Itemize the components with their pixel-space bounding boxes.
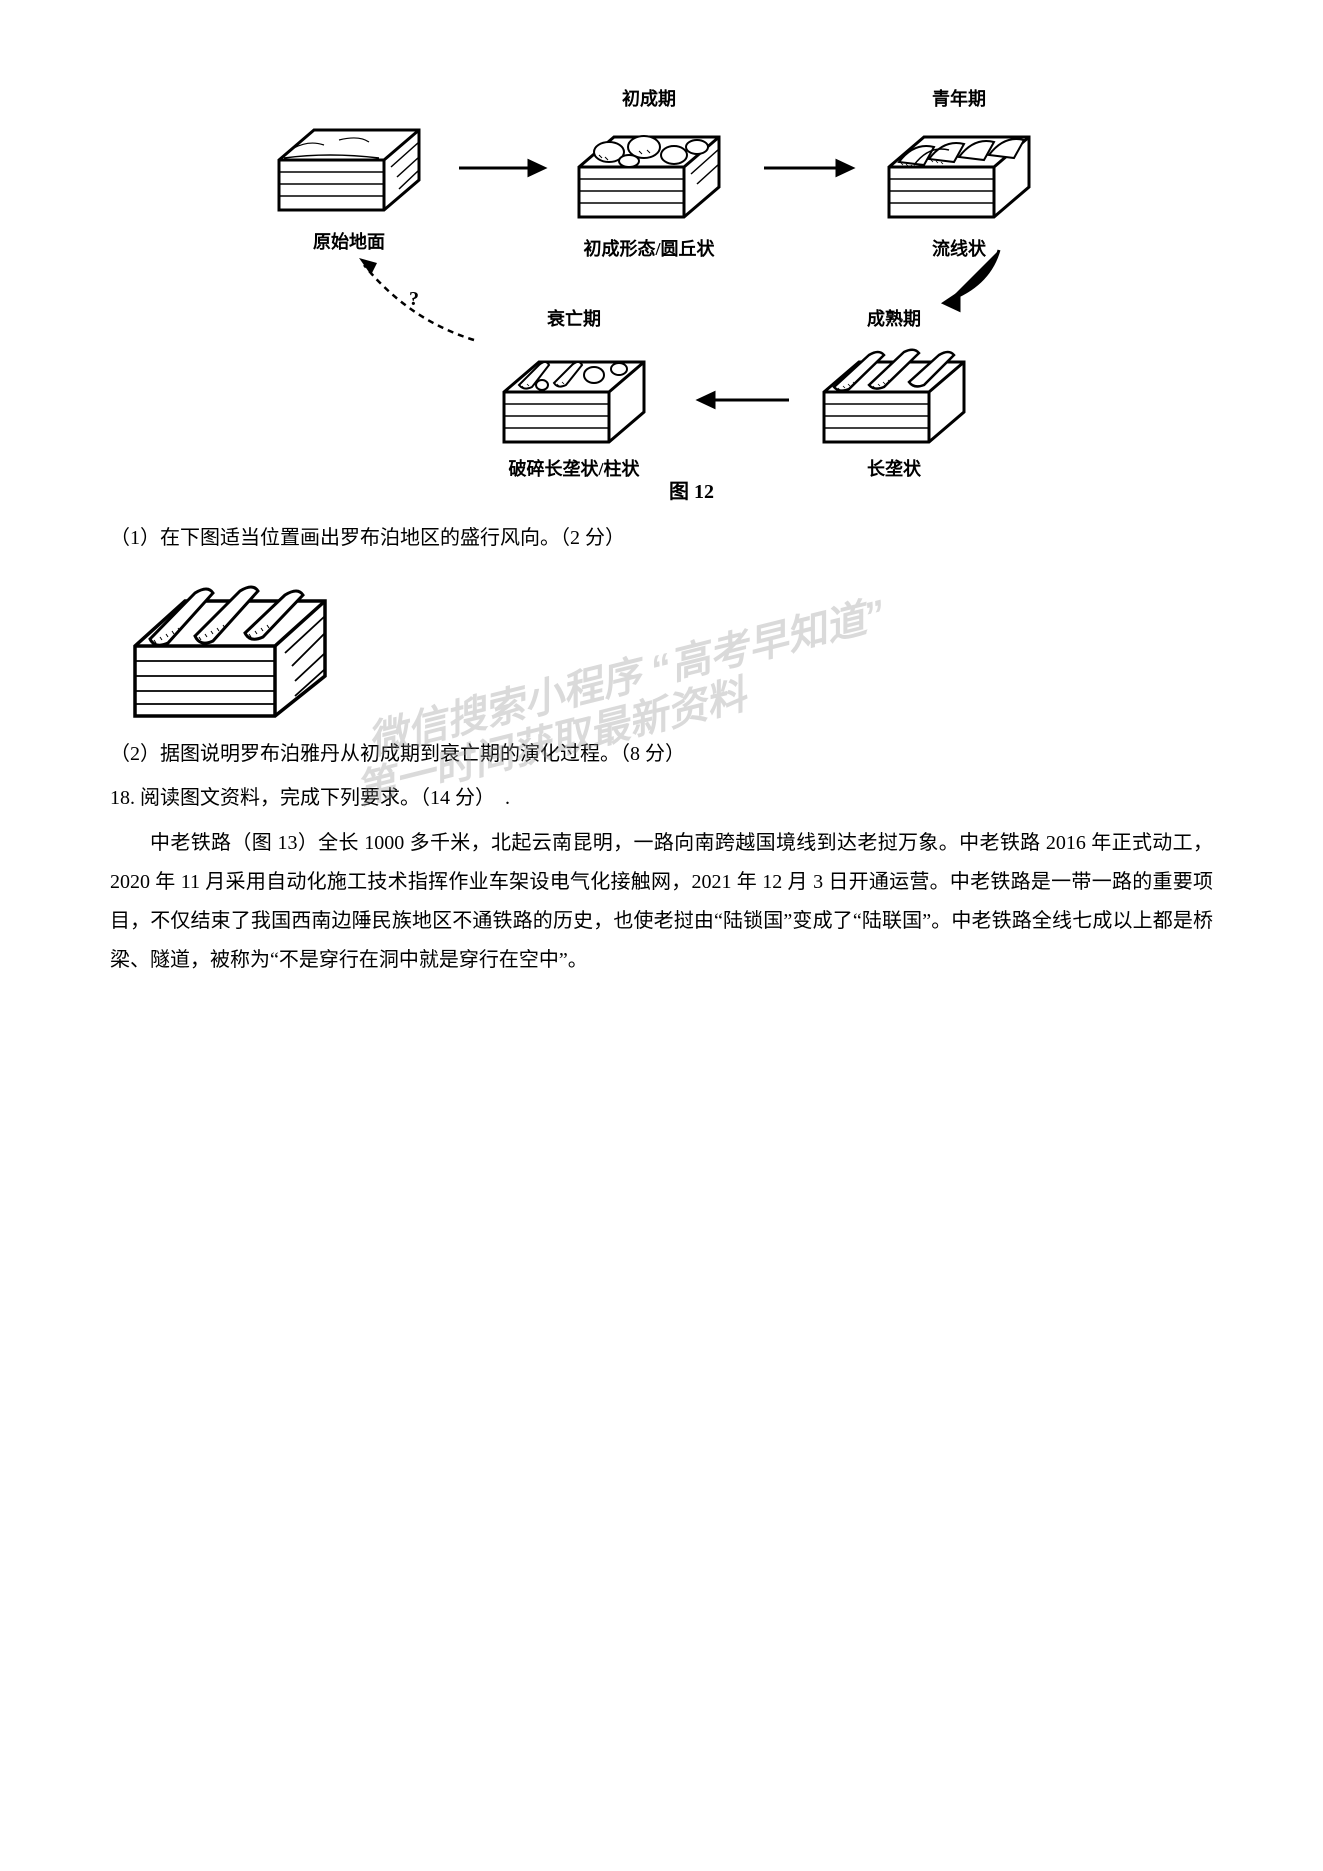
question-18-header: 18. 阅读图文资料，完成下列要求。（14 分） .	[110, 780, 1213, 816]
arrow-down-curve	[934, 245, 1014, 325]
svg-text:?: ?	[409, 288, 419, 310]
label-initial-shape: 初成形态/圆丘状	[583, 235, 714, 261]
figure-12-label: 图 12	[669, 475, 714, 504]
arrow-left	[689, 390, 794, 415]
block-initial: 初成期 初成形态/圆丘状	[569, 85, 729, 261]
block-youth: 青年期 流线状	[879, 85, 1039, 261]
label-decline-phase: 衰亡期	[547, 305, 601, 331]
question-1-text: （1）在下图适当位置画出罗布泊地区的盛行风向。（2 分）	[110, 520, 1213, 556]
arrow-dashed-up: ?	[349, 250, 489, 355]
paragraph-text: 中老铁路（图 13）全长 1000 多千米，北起云南昆明，一路向南跨越国境线到达…	[110, 824, 1213, 980]
evolution-cycle-diagram: 原始地面 初成期 初成形态/圆丘状 青年期	[254, 70, 1069, 500]
geo-block-original	[269, 110, 429, 220]
label-mature-phase: 成熟期	[867, 305, 921, 331]
arrow-right-2	[759, 158, 864, 183]
label-mature-shape: 长垄状	[867, 455, 921, 481]
label-youth-phase: 青年期	[932, 85, 986, 111]
question-2-text: （2）据图说明罗布泊雅丹从初成期到衰亡期的演化过程。（8 分）	[110, 736, 1213, 772]
single-block-figure	[120, 571, 340, 721]
block-original: 原始地面	[269, 110, 429, 254]
arrow-right-1	[454, 158, 554, 183]
geo-block-youth	[879, 117, 1039, 227]
label-initial-phase: 初成期	[622, 85, 676, 111]
label-decline-shape: 破碎长垄状/柱状	[508, 455, 639, 481]
geo-block-initial	[569, 117, 729, 227]
block-mature: 成熟期 长垄状	[814, 305, 974, 481]
geo-block-mature	[814, 337, 974, 447]
geo-block-decline	[494, 337, 654, 447]
block-decline: 衰亡期 破碎长垄状/柱状	[494, 305, 654, 481]
